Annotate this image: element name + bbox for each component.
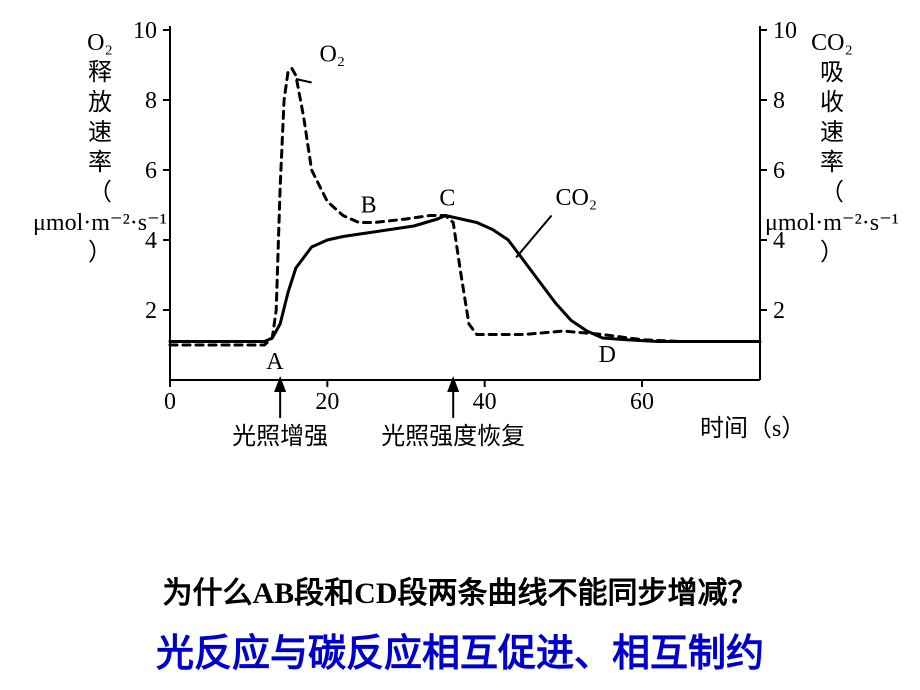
co2-label: CO₂ xyxy=(555,185,597,211)
point-label-a: A xyxy=(266,349,284,375)
y-right-title: μmol·m⁻²·s⁻¹ xyxy=(765,210,899,236)
y-right-title: CO₂ xyxy=(811,30,853,56)
y-left-tick-label: 10 xyxy=(133,18,157,44)
y-left-title: 放 xyxy=(88,89,112,116)
chart-svg: 0204060时间（s）246810246810O₂释放速率（μmol·m⁻²·… xyxy=(0,0,920,520)
event-label: 光照强度恢复 xyxy=(381,423,525,450)
y-right-title: 吸 xyxy=(820,60,844,86)
x-tick-label: 60 xyxy=(630,389,654,415)
y-left-title: O₂ xyxy=(87,30,113,56)
y-left-title: μmol·m⁻²·s⁻¹ xyxy=(33,210,167,236)
y-left-title: ） xyxy=(88,240,112,266)
y-right-tick-label: 2 xyxy=(773,298,785,324)
co2-series xyxy=(170,216,760,342)
o2-series xyxy=(170,69,760,346)
point-label-c: C xyxy=(439,186,455,212)
y-right-tick-label: 8 xyxy=(773,88,785,114)
x-axis-label: 时间（s） xyxy=(700,415,805,442)
y-right-tick-label: 6 xyxy=(773,158,785,184)
chart: 0204060时间（s）246810246810O₂释放速率（μmol·m⁻²·… xyxy=(0,0,920,500)
y-left-tick-label: 2 xyxy=(145,298,157,324)
y-left-title: 速 xyxy=(88,119,112,146)
y-left-title: 率 xyxy=(88,149,112,176)
question-text: 为什么AB段和CD段两条曲线不能同步增减？ xyxy=(0,568,920,612)
event-label: 光照增强 xyxy=(232,423,328,450)
x-tick-label: 40 xyxy=(473,389,497,415)
point-label-b: B xyxy=(361,193,377,219)
y-right-tick-label: 10 xyxy=(773,18,797,44)
point-label-d: D xyxy=(599,342,616,368)
slide-root: 0204060时间（s）246810246810O₂释放速率（μmol·m⁻²·… xyxy=(0,0,920,690)
y-right-title: （ xyxy=(820,180,844,206)
o2-label: O₂ xyxy=(319,42,345,68)
y-left-title: 释 xyxy=(88,59,112,86)
co2-callout-line xyxy=(516,216,551,258)
y-left-title: （ xyxy=(88,180,112,206)
y-right-title: 速 xyxy=(820,119,844,146)
y-right-title: ） xyxy=(820,240,844,266)
y-right-title: 收 xyxy=(820,89,844,116)
y-left-tick-label: 8 xyxy=(145,88,157,114)
y-right-title: 率 xyxy=(820,149,844,176)
answer-text: 光反应与碳反应相互促进、相互制约 xyxy=(0,622,920,677)
y-left-tick-label: 6 xyxy=(145,158,157,184)
x-tick-label: 0 xyxy=(164,389,176,415)
x-tick-label: 20 xyxy=(315,389,339,415)
